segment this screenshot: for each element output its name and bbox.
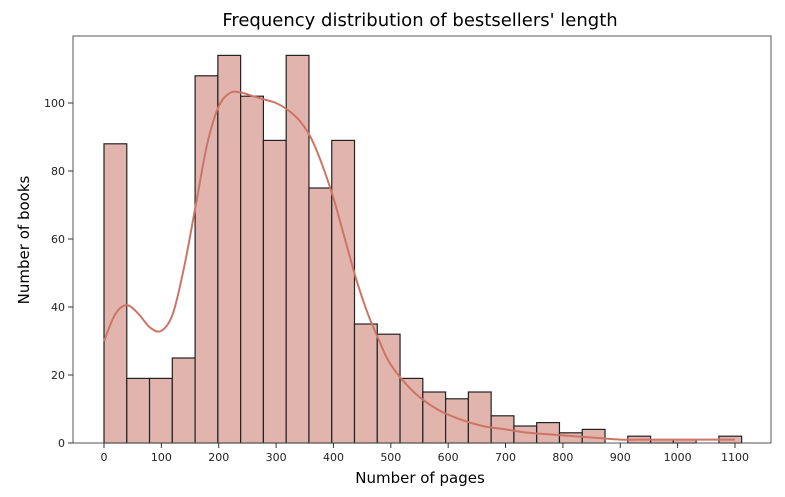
x-tick-label: 1000 <box>664 451 692 464</box>
y-tick-label: 100 <box>44 97 65 110</box>
x-tick-label: 0 <box>101 451 108 464</box>
histogram-bar <box>331 139 356 444</box>
histogram-bar <box>513 425 538 444</box>
x-tick-label: 200 <box>208 451 229 464</box>
histogram-bar <box>217 54 242 444</box>
x-tick-label: 500 <box>380 451 401 464</box>
kde-curve <box>103 90 735 441</box>
x-tick-label: 600 <box>438 451 459 464</box>
x-tick-label: 900 <box>610 451 631 464</box>
x-tick-label: 700 <box>495 451 516 464</box>
y-tick-label: 80 <box>51 165 65 178</box>
chart-title: Frequency distribution of bestsellers' l… <box>222 10 617 31</box>
histogram-bar <box>353 323 378 444</box>
histogram-bar <box>467 391 492 444</box>
y-tick-label: 60 <box>51 233 65 246</box>
histogram-bars <box>103 54 743 444</box>
histogram-bar <box>376 333 401 444</box>
y-tick-label: 40 <box>51 301 65 314</box>
x-tick-label: 400 <box>323 451 344 464</box>
histogram-bar <box>148 377 173 444</box>
y-axis-ticks: 0 20 40 60 80 100 <box>44 97 73 450</box>
histogram-bar <box>308 187 333 444</box>
y-axis-label: Number of books <box>15 176 33 305</box>
x-tick-label: 1100 <box>721 451 749 464</box>
histogram-bar <box>285 54 310 444</box>
x-tick-label: 100 <box>151 451 172 464</box>
histogram-bar <box>558 432 583 444</box>
y-tick-label: 20 <box>51 369 65 382</box>
histogram-bar <box>171 357 196 444</box>
histogram-bar <box>399 377 424 444</box>
y-tick-label: 0 <box>58 437 65 450</box>
x-tick-label: 800 <box>552 451 573 464</box>
x-axis-ticks: 0 100 200 300 400 500 600 700 800 900 1000 1100 <box>101 443 749 464</box>
histogram-bar <box>240 95 265 444</box>
histogram-bar <box>262 139 287 444</box>
histogram-bar <box>422 391 447 444</box>
histogram-bar <box>194 75 219 444</box>
histogram-bar <box>126 377 151 444</box>
x-axis-label: Number of pages <box>355 469 485 487</box>
histogram-bar <box>103 143 128 444</box>
x-tick-label: 300 <box>266 451 287 464</box>
